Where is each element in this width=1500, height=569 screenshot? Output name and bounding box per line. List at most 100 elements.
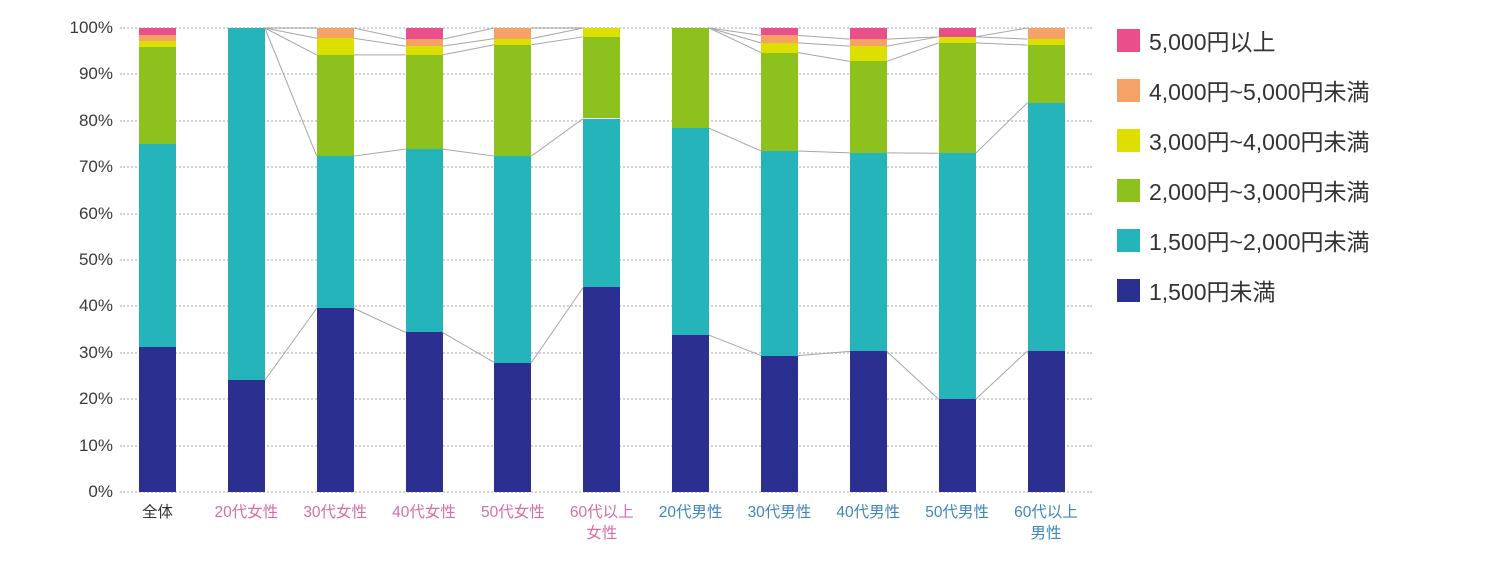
bar-2-segment-3 [316, 38, 354, 55]
series-line-4-5-b3 [531, 27, 584, 40]
series-line-6-7-b2 [708, 27, 762, 54]
legend-label: 1,500円未満 [1149, 279, 1276, 305]
series-line-1-2-b3 [264, 27, 317, 39]
x-label-2: 30代女性 [303, 504, 368, 521]
x-label-8: 40代男性 [836, 504, 901, 521]
bar-9-segment-1 [938, 153, 976, 400]
series-line-2-3-b4 [353, 27, 406, 40]
bar-6 [672, 28, 710, 492]
bar-8-segment-2 [849, 61, 887, 153]
bar-8-segment-3 [849, 46, 887, 62]
y-tick-label-70: 70% [78, 157, 113, 177]
legend-swatch-icon [1117, 128, 1140, 152]
y-tick-label-40: 40% [78, 296, 113, 316]
bar-4-segment-4 [494, 28, 532, 39]
bar-3-segment-1 [405, 149, 443, 333]
series-line-7-8-b1 [797, 150, 850, 154]
bar-1-segment-1 [227, 28, 265, 381]
series-line-2-3-b0 [353, 307, 406, 333]
bar-8-segment-1 [849, 152, 887, 352]
legend-label: 2,000円~3,000円未満 [1149, 179, 1370, 205]
series-line-6-7-b1 [708, 127, 762, 152]
series-line-4-5-b1 [531, 118, 584, 157]
bar-5-segment-2 [583, 36, 621, 119]
series-line-8-9-b3 [886, 36, 939, 47]
bar-4-segment-1 [494, 156, 532, 363]
series-line-6-7-b3 [708, 27, 762, 44]
legend-item-4: 1,500円~2,000円未満 [1117, 228, 1370, 255]
y-tick-label-30: 30% [78, 342, 113, 362]
series-line-3-4-b3 [442, 38, 495, 47]
series-line-8-9-b2 [886, 42, 939, 62]
bar-7-segment-0 [760, 355, 798, 492]
bar-2-segment-4 [316, 28, 354, 39]
series-line-9-10-b0 [975, 350, 1028, 400]
series-line-9-10-b1 [975, 102, 1028, 154]
series-line-9-10-b2 [975, 42, 1028, 46]
x-label-9: 50代男性 [925, 504, 990, 521]
legend-swatch-icon [1117, 78, 1140, 102]
bar-8 [849, 28, 887, 492]
bar-7 [760, 28, 798, 492]
bar-8-segment-5 [849, 28, 887, 40]
bar-2-segment-1 [316, 156, 354, 309]
bar-9-segment-3 [938, 36, 976, 43]
bar-4-segment-3 [494, 38, 532, 45]
bar-0-segment-0 [139, 346, 176, 492]
series-line-9-10-b3 [975, 36, 1028, 40]
bar-9-segment-2 [938, 42, 976, 154]
series-line-3-4-b2 [442, 44, 495, 56]
bar-10 [1027, 28, 1065, 492]
legend-swatch-icon [1117, 228, 1140, 252]
legend-item-0: 5,000円以上 [1117, 28, 1276, 55]
bar-4-segment-0 [494, 362, 532, 492]
x-label-5: 60代以上 女性 [569, 504, 634, 542]
bar-3-segment-0 [405, 332, 443, 492]
legend-swatch-icon [1117, 178, 1140, 202]
bar-9-segment-5 [938, 28, 976, 37]
x-label-1: 20代女性 [214, 504, 279, 521]
bar-6-segment-1 [672, 128, 710, 336]
legend-item-1: 4,000円~5,000円未満 [1117, 78, 1370, 105]
legend-label: 5,000円以上 [1149, 29, 1276, 55]
bar-10-segment-1 [1027, 102, 1065, 351]
bar-3-segment-5 [405, 28, 443, 40]
bar-3 [405, 28, 443, 492]
y-tick-label-50: 50% [78, 250, 113, 269]
bar-2 [316, 28, 354, 492]
bar-9-segment-0 [938, 399, 976, 492]
bar-8-segment-0 [849, 351, 887, 492]
legend-label: 4,000円~5,000円未満 [1149, 79, 1370, 105]
y-tick-label-80: 80% [78, 110, 113, 130]
legend-item-2: 3,000円~4,000円未満 [1117, 128, 1370, 155]
x-label-6: 20代男性 [658, 504, 723, 521]
bar-7-segment-5 [760, 28, 798, 36]
bar-7-segment-2 [760, 52, 798, 151]
series-line-9-10-b4 [975, 27, 1028, 38]
bar-5-segment-3 [583, 28, 621, 37]
bar-10-segment-3 [1027, 39, 1065, 46]
bar-3-segment-3 [405, 46, 443, 55]
series-line-7-8-b2 [797, 52, 850, 62]
bar-0-segment-2 [139, 47, 176, 144]
bar-9 [938, 28, 976, 492]
legend-label: 3,000円~4,000円未満 [1149, 129, 1370, 155]
bar-10-segment-0 [1027, 350, 1065, 492]
x-label-7: 30代男性 [747, 504, 812, 521]
bar-7-segment-4 [760, 35, 798, 43]
y-tick-label-60: 60% [78, 203, 113, 223]
series-line-1-2-b2 [264, 27, 317, 56]
series-line-3-4-b1 [442, 148, 495, 157]
bar-2-segment-2 [316, 54, 354, 157]
x-label-10: 60代以上 男性 [1014, 504, 1078, 542]
bar-0-segment-1 [139, 143, 176, 347]
bar-6-segment-0 [672, 335, 710, 492]
gridline-100 [120, 27, 1092, 29]
bar-3-segment-4 [405, 39, 443, 47]
series-line-1-2-b1 [264, 27, 318, 157]
series-line-4-5-b2 [531, 36, 584, 46]
bar-3-segment-2 [405, 54, 443, 150]
bar-7-segment-3 [760, 42, 798, 53]
bar-8-segment-4 [849, 39, 887, 47]
series-line-8-9-b0 [886, 351, 939, 400]
